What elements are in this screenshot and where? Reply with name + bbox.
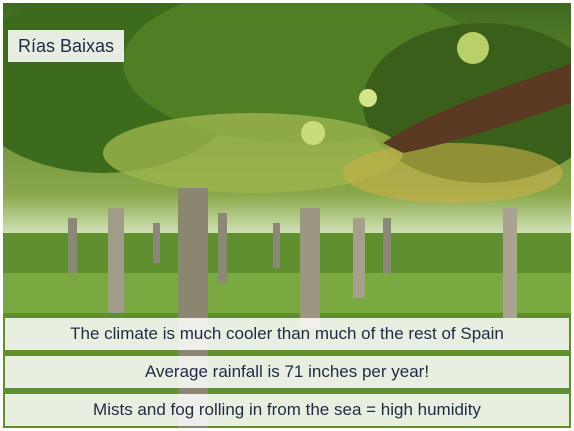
slide-title: Rías Baixas bbox=[8, 30, 124, 62]
caption: The climate is much cooler than much of … bbox=[5, 318, 569, 350]
caption: Mists and fog rolling in from the sea = … bbox=[5, 394, 569, 426]
slide: Rías Baixas The climate is much cooler t… bbox=[0, 0, 574, 431]
caption: Average rainfall is 71 inches per year! bbox=[5, 356, 569, 388]
